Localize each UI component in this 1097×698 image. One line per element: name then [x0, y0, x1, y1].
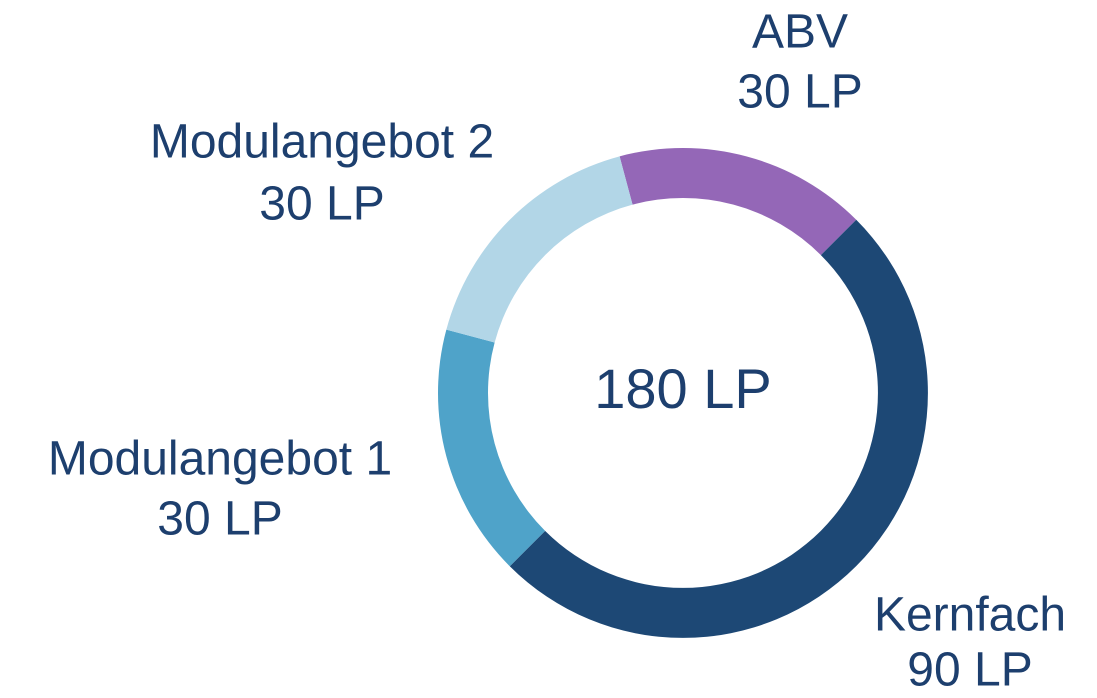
segment-label: Kernfach — [874, 589, 1066, 642]
segment-value-label: 30 LP — [259, 178, 384, 231]
donut-segment — [438, 329, 546, 567]
segment-value-label: 90 LP — [907, 644, 1032, 697]
donut-segment — [446, 156, 633, 343]
donut-segment — [509, 219, 928, 638]
segment-value-label: 30 LP — [737, 66, 862, 119]
segment-label: Modulangebot 2 — [150, 116, 494, 169]
donut-segment — [619, 148, 857, 256]
center-label: 180 LP — [594, 357, 772, 420]
segment-label: ABV — [752, 6, 848, 59]
segment-value-label: 30 LP — [157, 493, 282, 546]
segment-label: Modulangebot 1 — [48, 433, 392, 486]
